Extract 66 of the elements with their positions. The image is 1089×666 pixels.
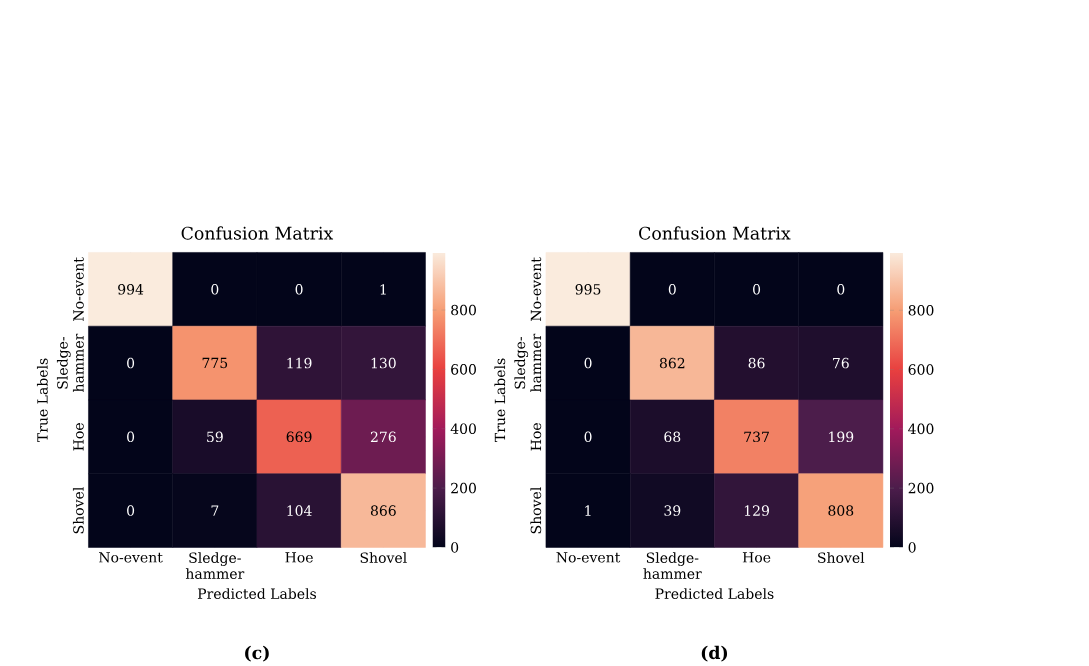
data-label: 0 (127, 505, 135, 516)
data-label: 76 (833, 357, 849, 369)
x-tick-label: No-event (99, 552, 163, 563)
chart-title: Confusion Matrix (639, 226, 791, 240)
text: (d) (701, 645, 728, 662)
chart-title: Confusion Matrix (181, 226, 334, 240)
data-label: 129 (744, 505, 769, 516)
color-bar-label: 600 (908, 364, 934, 375)
data-label: 0 (584, 357, 592, 369)
color-bar-label: 0 (908, 542, 916, 553)
data-label: 1 (585, 505, 591, 516)
y-tick-label: Hoe (530, 423, 542, 451)
data-label: 0 (837, 284, 845, 295)
data-label: 7 (211, 505, 219, 516)
data-label: 119 (287, 357, 312, 369)
data-label: 59 (207, 431, 223, 443)
data-label: 0 (753, 284, 761, 295)
y-tick-label: No-event (73, 257, 84, 321)
y-tick-label: Sledge-hammer (56, 333, 84, 393)
y-tick-label: Shovel (72, 487, 84, 534)
x-tick-label: Shovel (818, 552, 865, 563)
data-label: 68 (664, 431, 681, 443)
y-tick-label: Hoe (73, 423, 84, 451)
data-label: 86 (748, 357, 765, 369)
data-label: 276 (370, 431, 396, 443)
x-tick-label: No-event (556, 552, 621, 563)
y-axis-title: True Labels (36, 358, 48, 442)
y-tick-label: Sledge-hammer (514, 333, 542, 393)
data-label: 0 (211, 284, 219, 295)
x-tick-label: Hoe (742, 552, 771, 563)
data-label: 669 (286, 431, 312, 443)
color-bar-label: 0 (451, 542, 459, 553)
data-label: 737 (744, 431, 769, 443)
data-label: 866 (370, 505, 396, 516)
data-label: 862 (659, 357, 685, 369)
x-axis-title: Predicted Labels (655, 588, 774, 599)
color-bar-label: 400 (450, 423, 476, 435)
data-label: 199 (829, 431, 854, 443)
x-tick-label: Hoe (285, 552, 313, 563)
color-bar-label: 200 (451, 482, 476, 494)
x-tick-label: Sledge-hammer (643, 552, 702, 579)
color-bar-label: 800 (451, 304, 476, 316)
data-label: 0 (127, 357, 135, 369)
data-label: 808 (828, 505, 854, 516)
color-bar-label: 600 (451, 364, 476, 375)
color-bar-label: 400 (908, 423, 934, 435)
y-tick-label: Shovel (530, 487, 542, 534)
data-label: 0 (127, 431, 135, 443)
x-tick-label: Sledge-hammer (185, 552, 245, 579)
data-label: 0 (295, 284, 303, 295)
data-label: 39 (664, 505, 681, 516)
y-axis-title: True Labels (494, 358, 506, 442)
color-bar-label: 800 (908, 304, 934, 316)
x-tick-label: Shovel (360, 552, 407, 563)
data-label: 775 (202, 357, 228, 369)
data-label: 995 (575, 284, 601, 295)
data-label: 0 (584, 431, 592, 443)
text: (c) (245, 645, 269, 662)
y-tick-label: No-event (530, 257, 542, 321)
x-axis-title: Predicted Labels (197, 588, 317, 599)
data-label: 0 (668, 284, 676, 295)
data-label: 994 (118, 284, 144, 295)
color-bar-label: 200 (908, 482, 934, 494)
data-label: 130 (371, 357, 396, 369)
data-label: 1 (380, 284, 386, 295)
data-label: 104 (287, 505, 312, 516)
